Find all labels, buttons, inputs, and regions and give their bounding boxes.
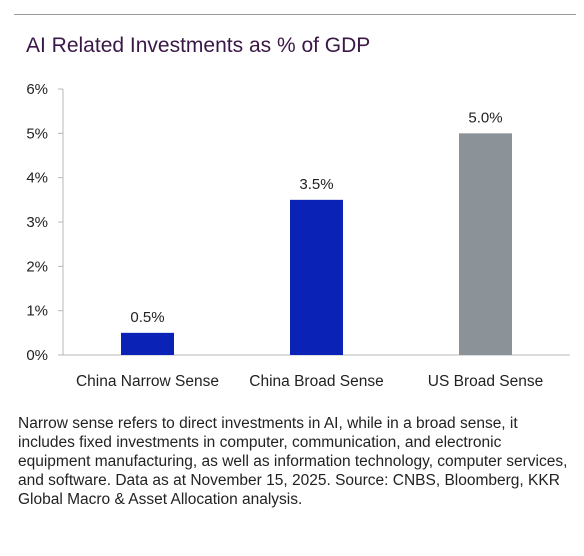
x-category-label: US Broad Sense bbox=[428, 373, 543, 390]
chart-title: AI Related Investments as % of GDP bbox=[26, 34, 371, 57]
bar-value-label: 5.0% bbox=[468, 109, 502, 126]
y-tick-label: 0% bbox=[26, 347, 48, 364]
y-tick-label: 5% bbox=[26, 125, 48, 142]
y-tick-label: 3% bbox=[26, 214, 48, 231]
y-tick-label: 4% bbox=[26, 170, 48, 187]
footnote: Narrow sense refers to direct investment… bbox=[18, 415, 568, 508]
x-category-label: China Narrow Sense bbox=[76, 373, 219, 390]
x-category-label: China Broad Sense bbox=[249, 373, 383, 390]
bar bbox=[121, 332, 174, 355]
top-divider bbox=[14, 14, 576, 15]
bar-chart: 0% 1% 2% 3% 4% 5% 6% 0.5% China Narrow Sense 3.5%… bbox=[26, 81, 570, 390]
bar-value-label: 3.5% bbox=[299, 176, 333, 193]
bar bbox=[290, 199, 343, 355]
bar bbox=[459, 133, 512, 355]
y-tick-label: 2% bbox=[26, 258, 48, 275]
y-tick-label: 1% bbox=[26, 303, 48, 320]
bar-value-label: 0.5% bbox=[130, 309, 164, 326]
y-tick-label: 6% bbox=[26, 81, 48, 98]
